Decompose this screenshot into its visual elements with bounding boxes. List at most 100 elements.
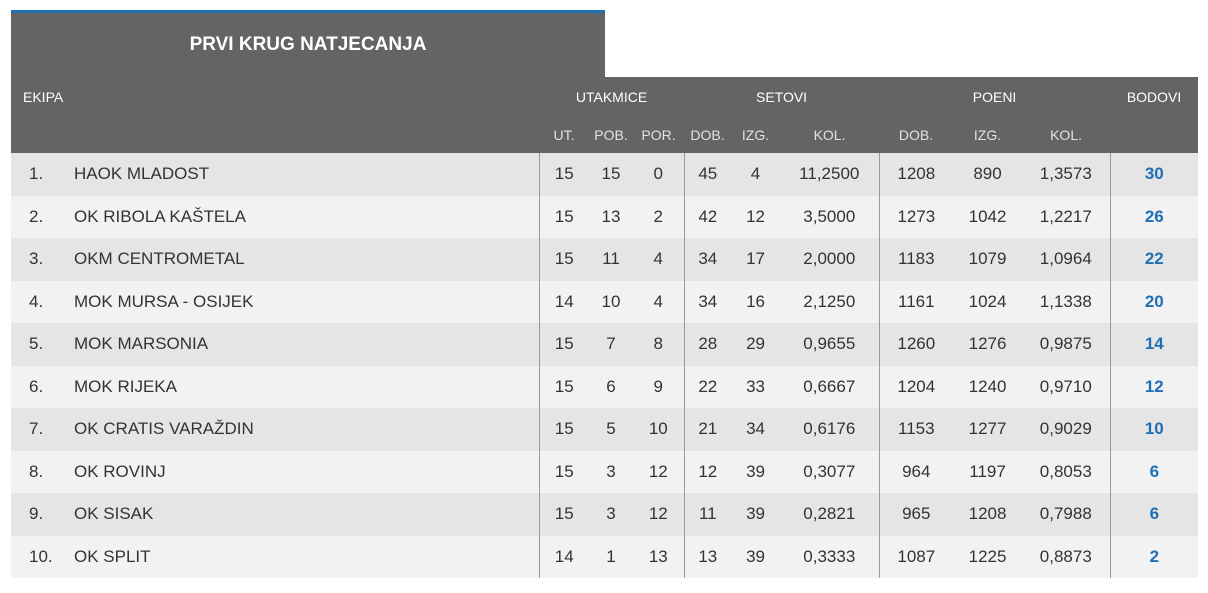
points-lost-cell: 1042 [953, 195, 1023, 238]
sets-won-cell: 11 [683, 493, 732, 536]
team-name-cell[interactable]: MOK RIJEKA [74, 365, 540, 408]
header-por: POR. [633, 116, 685, 153]
table-row: 10. OK SPLIT 14 1 13 13 39 0,3333 1087 1225 0,8873… [11, 535, 1199, 578]
played-cell: 15 [538, 365, 590, 408]
sets-ratio-cell: 0,2821 [780, 493, 880, 536]
points-ratio-cell: 0,9029 [1022, 408, 1111, 451]
standings-title-tab: PRVI KRUG NATJECANJA [11, 10, 605, 77]
lost-cell: 2 [633, 195, 685, 238]
sets-lost-cell: 39 [731, 450, 781, 493]
header-sub-bodovi-empty [1110, 116, 1199, 153]
lost-cell: 12 [633, 493, 685, 536]
lost-cell: 4 [633, 238, 685, 281]
header-row-sub: UT. POB. POR. DOB. IZG. KOL. DOB. IZG. K… [11, 116, 1199, 153]
table-row: 2. OK RIBOLA KAŠTELA 15 13 2 42 12 3,5000 1273 10… [11, 195, 1199, 238]
table-row: 1. HAOK MLADOST 15 15 0 45 4 11,2500 1208 890 1,35… [11, 153, 1199, 196]
won-cell: 3 [589, 450, 634, 493]
sets-lost-cell: 4 [731, 153, 781, 196]
rank-cell: 9. [11, 493, 74, 536]
points-ratio-cell: 0,9710 [1022, 365, 1111, 408]
rank-cell: 3. [11, 238, 74, 281]
header-poeni-kol: KOL. [1022, 116, 1111, 153]
points-ratio-cell: 0,8873 [1022, 535, 1111, 578]
rank-cell: 10. [11, 535, 74, 578]
points-lost-cell: 1277 [953, 408, 1023, 451]
won-cell: 11 [589, 238, 634, 281]
sets-ratio-cell: 0,6667 [780, 365, 880, 408]
sets-won-cell: 21 [683, 408, 732, 451]
lost-cell: 12 [633, 450, 685, 493]
rank-cell: 5. [11, 323, 74, 366]
team-name-cell[interactable]: OK CRATIS VARAŽDIN [74, 408, 540, 451]
team-name-cell[interactable]: MOK MURSA - OSIJEK [74, 280, 540, 323]
won-cell: 7 [589, 323, 634, 366]
sets-won-cell: 42 [683, 195, 732, 238]
won-cell: 3 [589, 493, 634, 536]
table-row: 3. OKM CENTROMETAL 15 11 4 34 17 2,0000 1183 1079… [11, 238, 1199, 281]
lost-cell: 9 [633, 365, 685, 408]
sets-lost-cell: 12 [731, 195, 781, 238]
standing-points-cell: 12 [1109, 365, 1199, 408]
points-ratio-cell: 1,1338 [1022, 280, 1111, 323]
team-name-cell[interactable]: OK SISAK [74, 493, 540, 536]
standing-points-cell: 14 [1109, 323, 1199, 366]
team-name-cell[interactable]: MOK MARSONIA [74, 323, 540, 366]
team-name-cell[interactable]: OK SPLIT [74, 535, 540, 578]
sets-ratio-cell: 3,5000 [780, 195, 880, 238]
team-name-cell[interactable]: OK ROVINJ [74, 450, 540, 493]
won-cell: 15 [589, 153, 634, 196]
points-won-cell: 964 [878, 450, 954, 493]
rank-cell: 6. [11, 365, 74, 408]
played-cell: 15 [538, 450, 590, 493]
table-row: 5. MOK MARSONIA 15 7 8 28 29 0,9655 1260 1276 0,98… [11, 323, 1199, 366]
header-pob: POB. [589, 116, 634, 153]
standing-points-cell: 10 [1109, 408, 1199, 451]
table-row: 4. MOK MURSA - OSIJEK 14 10 4 34 16 2,1250 1161 1… [11, 280, 1199, 323]
points-won-cell: 965 [878, 493, 954, 536]
played-cell: 14 [538, 535, 590, 578]
won-cell: 10 [589, 280, 634, 323]
team-name-cell[interactable]: OKM CENTROMETAL [74, 238, 540, 281]
header-poeni: POENI [879, 77, 1111, 116]
header-poeni-izg: IZG. [953, 116, 1023, 153]
points-won-cell: 1273 [878, 195, 954, 238]
sets-won-cell: 34 [683, 238, 732, 281]
header-utakmice: UTAKMICE [539, 77, 685, 116]
sets-ratio-cell: 2,0000 [780, 238, 880, 281]
rank-cell: 4. [11, 280, 74, 323]
points-won-cell: 1161 [878, 280, 954, 323]
sets-lost-cell: 16 [731, 280, 781, 323]
points-ratio-cell: 0,8053 [1022, 450, 1111, 493]
played-cell: 15 [538, 493, 590, 536]
header-poeni-dob: DOB. [879, 116, 954, 153]
points-lost-cell: 1197 [953, 450, 1023, 493]
standing-points-cell: 6 [1109, 450, 1199, 493]
won-cell: 6 [589, 365, 634, 408]
header-set-dob: DOB. [684, 116, 732, 153]
rank-cell: 8. [11, 450, 74, 493]
table-row: 8. OK ROVINJ 15 3 12 12 39 0,3077 964 1197 0,8053 6 [11, 450, 1199, 493]
points-ratio-cell: 0,7988 [1022, 493, 1111, 536]
played-cell: 15 [538, 195, 590, 238]
points-lost-cell: 1276 [953, 323, 1023, 366]
points-won-cell: 1260 [878, 323, 954, 366]
rank-cell: 1. [11, 153, 74, 196]
points-lost-cell: 1079 [953, 238, 1023, 281]
points-lost-cell: 890 [953, 153, 1023, 196]
table-row: 9. OK SISAK 15 3 12 11 39 0,2821 965 1208 0,7988 6 [11, 493, 1199, 536]
played-cell: 14 [538, 280, 590, 323]
points-lost-cell: 1024 [953, 280, 1023, 323]
points-lost-cell: 1240 [953, 365, 1023, 408]
points-won-cell: 1087 [878, 535, 954, 578]
header-sub-empty [11, 116, 540, 153]
points-ratio-cell: 0,9875 [1022, 323, 1111, 366]
sets-ratio-cell: 0,3077 [780, 450, 880, 493]
team-name-cell[interactable]: HAOK MLADOST [74, 153, 540, 196]
rank-cell: 7. [11, 408, 74, 451]
table-row: 6. MOK RIJEKA 15 6 9 22 33 0,6667 1204 1240 0,9710… [11, 365, 1199, 408]
sets-won-cell: 34 [683, 280, 732, 323]
won-cell: 1 [589, 535, 634, 578]
header-set-kol: KOL. [780, 116, 880, 153]
sets-lost-cell: 29 [731, 323, 781, 366]
team-name-cell[interactable]: OK RIBOLA KAŠTELA [74, 195, 540, 238]
